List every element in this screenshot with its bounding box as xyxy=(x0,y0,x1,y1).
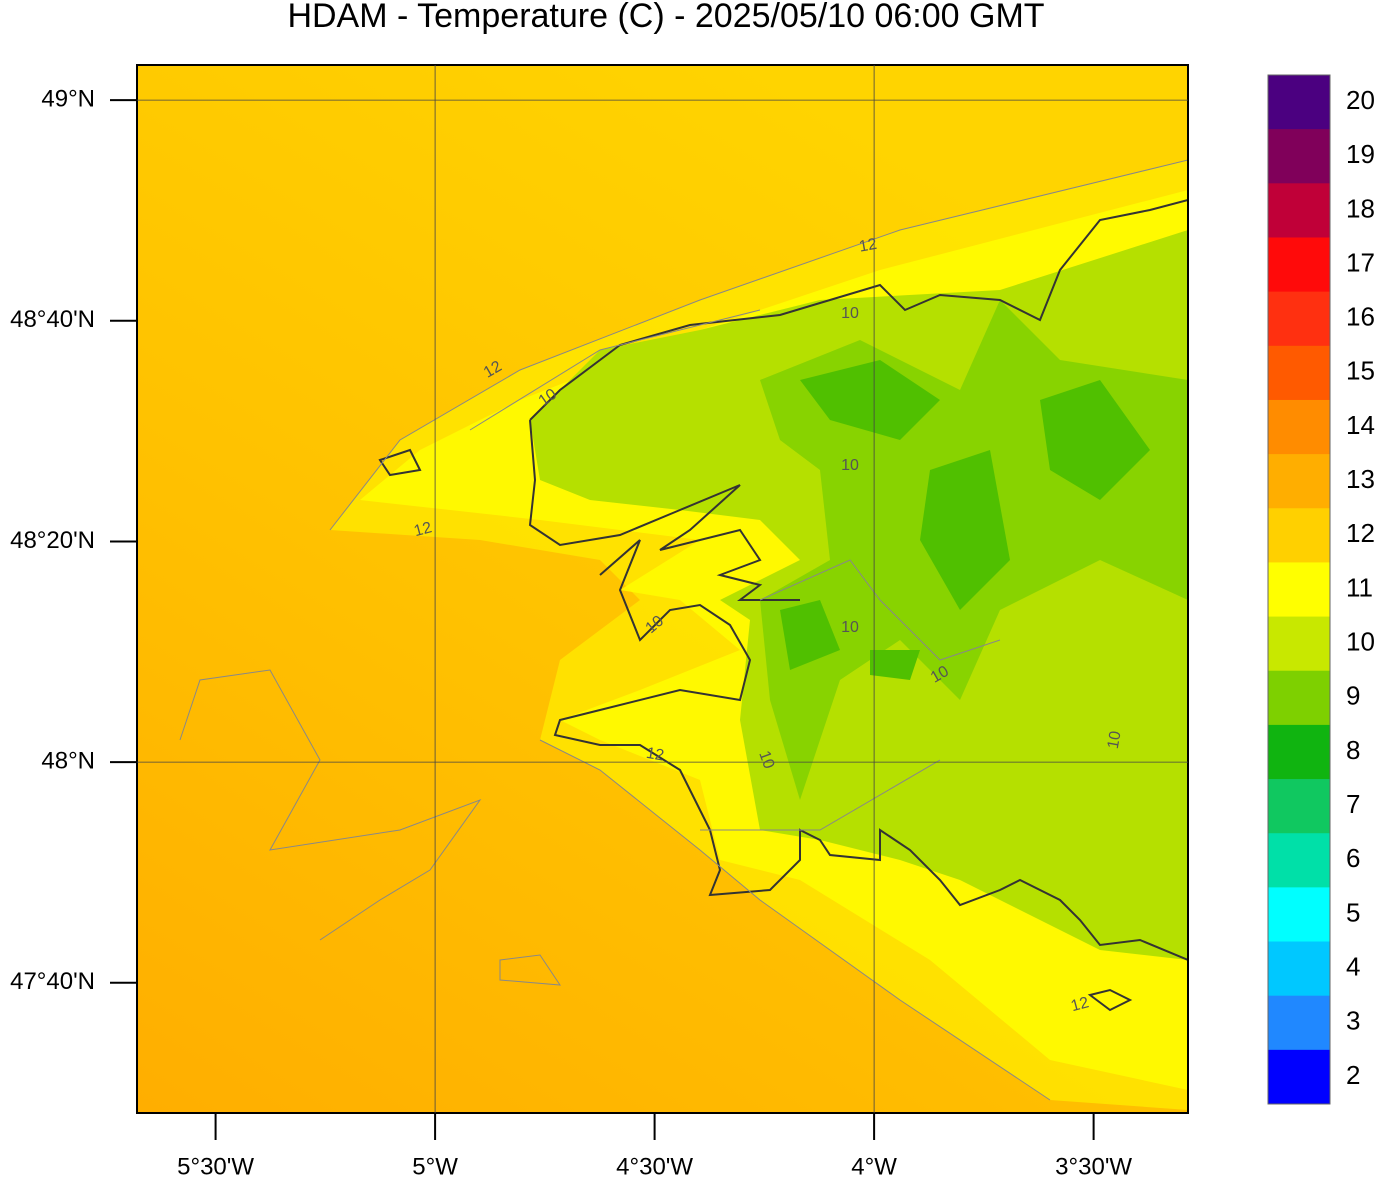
colorbar-label: 3 xyxy=(1346,1006,1360,1036)
colorbar-swatch xyxy=(1268,724,1330,780)
colorbar-label: 11 xyxy=(1346,572,1373,602)
coastline xyxy=(378,199,1188,1012)
colorbar-label: 14 xyxy=(1346,410,1375,440)
colorbar-swatch xyxy=(1268,183,1330,238)
contour-label: 10 xyxy=(841,619,859,636)
lat-tick-label: 49°N xyxy=(41,85,95,112)
colorbar-swatch xyxy=(1268,670,1330,726)
colorbar-label: 19 xyxy=(1346,139,1375,169)
colorbar-swatch xyxy=(1268,995,1330,1051)
contour-label: 10 xyxy=(928,663,952,687)
contour-label: 10 xyxy=(841,305,859,322)
colorbar-frame xyxy=(1267,74,1331,1105)
contour-label: 10 xyxy=(755,749,777,772)
colorbar-swatch xyxy=(1268,1049,1330,1105)
colorbar-label: 20 xyxy=(1346,85,1375,115)
lon-tick-label: 3°30'W xyxy=(1055,1153,1132,1180)
contours xyxy=(179,159,1188,1101)
contour-label: 12 xyxy=(481,358,505,382)
lon-tick-label: 4°30'W xyxy=(616,1153,693,1180)
colorbar-label: 12 xyxy=(1346,518,1375,548)
lat-tick-label: 47°40'N xyxy=(10,968,95,995)
lat-tick-label: 48°20'N xyxy=(10,527,95,554)
colorbar-swatch xyxy=(1268,508,1330,563)
colorbar-swatch xyxy=(1268,129,1330,184)
colorbar-label: 10 xyxy=(1346,627,1375,657)
colorbar-swatch xyxy=(1268,941,1330,997)
contour-label: 10 xyxy=(841,457,859,474)
lon-tick-label: 5°W xyxy=(412,1153,458,1180)
colorbar-label: 6 xyxy=(1346,843,1360,873)
colorbar-label: 8 xyxy=(1346,735,1360,765)
colorbar-swatch xyxy=(1268,291,1330,347)
frame xyxy=(136,64,1189,1114)
colorbar-label: 7 xyxy=(1346,789,1360,819)
title: HDAM - Temperature (C) - 2025/05/10 06:0… xyxy=(287,0,1044,35)
contour-label: 12 xyxy=(858,236,879,256)
lat-tick-label: 48°40'N xyxy=(10,306,95,333)
colorbar-swatch xyxy=(1268,237,1330,293)
colorbar-swatch xyxy=(1268,833,1330,888)
colorbar-swatch xyxy=(1268,887,1330,943)
cold-core xyxy=(780,360,1150,680)
colorbar-swatch xyxy=(1268,399,1330,455)
colorbar-label: 17 xyxy=(1346,247,1375,277)
field xyxy=(137,65,1188,1113)
contour-label: 12 xyxy=(412,519,434,540)
colorbar-swatch xyxy=(1268,779,1330,834)
colorbar-swatch xyxy=(1268,75,1330,130)
colorbar-label: 9 xyxy=(1346,681,1360,711)
colorbar-label: 15 xyxy=(1346,356,1375,386)
colorbar-label: 4 xyxy=(1346,951,1360,981)
lon-tick-label: 5°30'W xyxy=(177,1153,254,1180)
colorbar-label: 2 xyxy=(1346,1060,1360,1090)
contour-label: 12 xyxy=(1069,994,1091,1015)
colorbar-label: 13 xyxy=(1346,464,1375,494)
colorbar-swatch xyxy=(1268,562,1330,618)
colorbar-swatch xyxy=(1268,454,1330,509)
colorbar-swatch xyxy=(1268,616,1330,672)
lon-tick-label: 4°W xyxy=(851,1153,897,1180)
lat-tick-label: 48°N xyxy=(41,747,95,774)
colorbar-label: 18 xyxy=(1346,193,1375,223)
colorbar-label: 16 xyxy=(1346,302,1375,332)
colorbar-label: 5 xyxy=(1346,897,1360,927)
contour-label: 12 xyxy=(645,745,666,765)
colorbar-swatch xyxy=(1268,345,1330,401)
contour-label: 10 xyxy=(1105,730,1125,751)
